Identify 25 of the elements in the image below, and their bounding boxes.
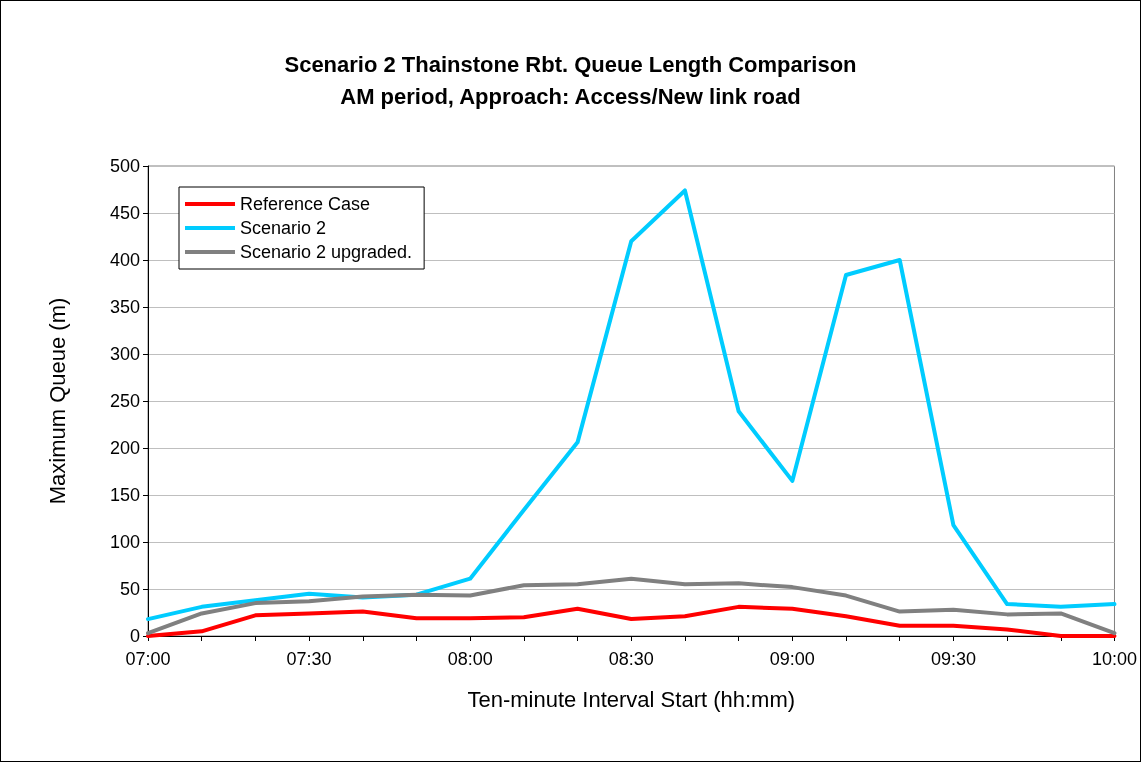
x-tick-label: 10:00 bbox=[1091, 649, 1137, 669]
y-tick-label: 100 bbox=[109, 532, 140, 552]
y-tick-label: 50 bbox=[119, 579, 140, 599]
legend-label: Scenario 2 upgraded. bbox=[240, 242, 413, 262]
x-tick-label: 08:00 bbox=[447, 649, 493, 669]
y-tick-label: 500 bbox=[109, 156, 140, 176]
y-tick-label: 250 bbox=[109, 391, 140, 411]
y-tick-label: 300 bbox=[109, 344, 140, 364]
y-tick-label: 450 bbox=[109, 203, 140, 223]
y-tick-label: 200 bbox=[109, 438, 140, 458]
y-tick-label: 150 bbox=[109, 485, 140, 505]
x-tick-label: 07:00 bbox=[125, 649, 171, 669]
x-tick-label: 09:30 bbox=[930, 649, 976, 669]
chart-title: Scenario 2 Thainstone Rbt. Queue Length Comparison AM period, Approach: Access/New link road bbox=[284, 51, 857, 109]
x-tick-label: 09:00 bbox=[769, 649, 815, 669]
line-series bbox=[146, 188, 1117, 622]
y-tick-label: 400 bbox=[109, 250, 140, 270]
y-tick-label: 350 bbox=[109, 297, 140, 317]
y-tick-label: 0 bbox=[129, 626, 140, 646]
legend-label: Scenario 2 bbox=[240, 218, 327, 238]
x-tick-label: 07:30 bbox=[286, 649, 332, 669]
y-axis-title: Maximum Queue (m) bbox=[44, 297, 70, 505]
legend-label: Reference Case bbox=[240, 194, 371, 214]
x-axis-title: Ten-minute Interval Start (hh:mm) bbox=[467, 686, 796, 712]
x-tick-label: 08:30 bbox=[608, 649, 654, 669]
